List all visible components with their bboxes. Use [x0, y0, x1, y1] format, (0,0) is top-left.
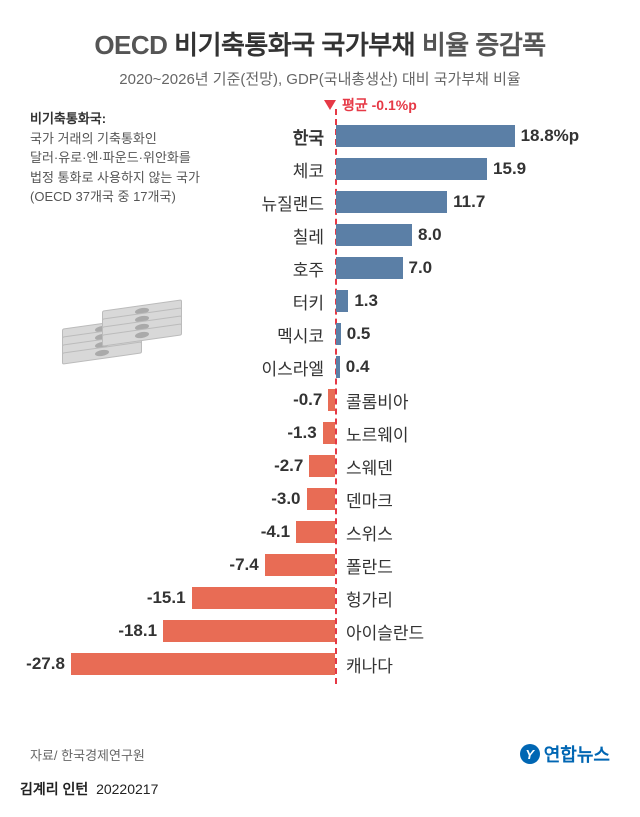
- table-row: 이스라엘 0.4: [30, 352, 610, 382]
- country-label: 헝가리: [346, 586, 393, 611]
- value-label: 0.5: [347, 324, 371, 344]
- country-label: 스웨덴: [346, 454, 393, 479]
- table-row: 캐나다-27.8: [30, 649, 610, 679]
- table-row: 스위스 -4.1: [30, 517, 610, 547]
- bar: [336, 257, 403, 279]
- table-row: 콜롬비아 -0.7: [30, 385, 610, 415]
- table-row: 아이슬란드 -18.1: [30, 616, 610, 646]
- country-label: 이스라엘: [261, 355, 324, 380]
- bar: [309, 455, 335, 477]
- title-post: 비율 증감폭: [415, 30, 546, 60]
- country-label: 체코: [293, 157, 324, 182]
- table-row: 헝가리 -15.1: [30, 583, 610, 613]
- value-label: 18.8%p: [521, 126, 580, 146]
- value-label: 8.0: [418, 225, 442, 245]
- bar: [265, 554, 335, 576]
- bar: [323, 422, 335, 444]
- bar: [336, 356, 340, 378]
- country-label: 노르웨이: [346, 421, 409, 446]
- bar: [336, 224, 412, 246]
- outlet-name: 연합뉴스: [544, 741, 610, 767]
- bar: [336, 290, 348, 312]
- table-row: 체코 15.9: [30, 154, 610, 184]
- table-row: 노르웨이 -1.3: [30, 418, 610, 448]
- table-row: 한국 18.8%p: [30, 121, 610, 151]
- table-row: 터키 1.3: [30, 286, 610, 316]
- bar: [328, 389, 335, 411]
- bar: [336, 125, 515, 147]
- value-label: -2.7: [274, 456, 303, 476]
- value-label: 15.9: [493, 159, 526, 179]
- country-label: 폴란드: [346, 553, 393, 578]
- average-label: 평균 -0.1%p: [342, 95, 417, 115]
- table-row: 칠레 8.0: [30, 220, 610, 250]
- country-label: 캐나다: [346, 652, 393, 677]
- bar: [192, 587, 335, 609]
- outlet-badge-icon: Y: [520, 744, 540, 764]
- country-label: 멕시코: [277, 322, 324, 347]
- bar: [296, 521, 335, 543]
- bar: [336, 323, 341, 345]
- table-row: 뉴질랜드 11.7: [30, 187, 610, 217]
- value-label: -7.4: [229, 555, 258, 575]
- bar: [71, 653, 335, 675]
- footer: 자료/ 한국경제연구원 Y 연합뉴스: [30, 741, 610, 767]
- value-label: 1.3: [354, 291, 378, 311]
- country-label: 터키: [293, 289, 324, 314]
- bar: [336, 158, 487, 180]
- country-label: 아이슬란드: [346, 619, 424, 644]
- byline: 김계리 인턴 20220217: [20, 779, 158, 799]
- table-row: 스웨덴 -2.7: [30, 451, 610, 481]
- value-label: -27.8: [26, 654, 65, 674]
- country-label: 칠레: [293, 223, 324, 248]
- byline-name: 김계리 인턴: [20, 781, 88, 797]
- bar: [163, 620, 335, 642]
- value-label: -4.1: [261, 522, 290, 542]
- title-pre: OECD: [94, 30, 174, 60]
- country-label: 덴마크: [346, 487, 393, 512]
- country-label: 스위스: [346, 520, 393, 545]
- outlet-logo: Y 연합뉴스: [520, 741, 610, 767]
- chart-title: OECD 비기축통화국 국가부채 비율 증감폭: [30, 25, 610, 62]
- bar: [307, 488, 336, 510]
- value-label: -3.0: [271, 489, 300, 509]
- country-label: 콜롬비아: [346, 388, 409, 413]
- chart-area: 비기축통화국: 국가 거래의 기축통화인 달러·유로·엔·파운드·위안화를 법정…: [30, 109, 610, 699]
- table-row: 덴마크 -3.0: [30, 484, 610, 514]
- value-label: -0.7: [293, 390, 322, 410]
- value-label: 0.4: [346, 357, 370, 377]
- average-marker: 평균 -0.1%p: [324, 95, 417, 115]
- byline-date: 20220217: [96, 781, 158, 797]
- country-label: 한국: [293, 124, 324, 149]
- source-text: 자료/ 한국경제연구원: [30, 745, 145, 764]
- table-row: 멕시코 0.5: [30, 319, 610, 349]
- chart-subtitle: 2020~2026년 기준(전망), GDP(국내총생산) 대비 국가부채 비율: [30, 68, 610, 89]
- table-row: 폴란드 -7.4: [30, 550, 610, 580]
- value-label: 11.7: [453, 192, 485, 212]
- table-row: 호주 7.0: [30, 253, 610, 283]
- country-label: 뉴질랜드: [261, 190, 324, 215]
- value-label: -15.1: [147, 588, 186, 608]
- value-label: 7.0: [409, 258, 433, 278]
- bar: [336, 191, 447, 213]
- value-label: -1.3: [287, 423, 316, 443]
- value-label: -18.1: [118, 621, 157, 641]
- title-bold: 비기축통화국 국가부채: [174, 30, 415, 60]
- country-label: 호주: [293, 256, 324, 281]
